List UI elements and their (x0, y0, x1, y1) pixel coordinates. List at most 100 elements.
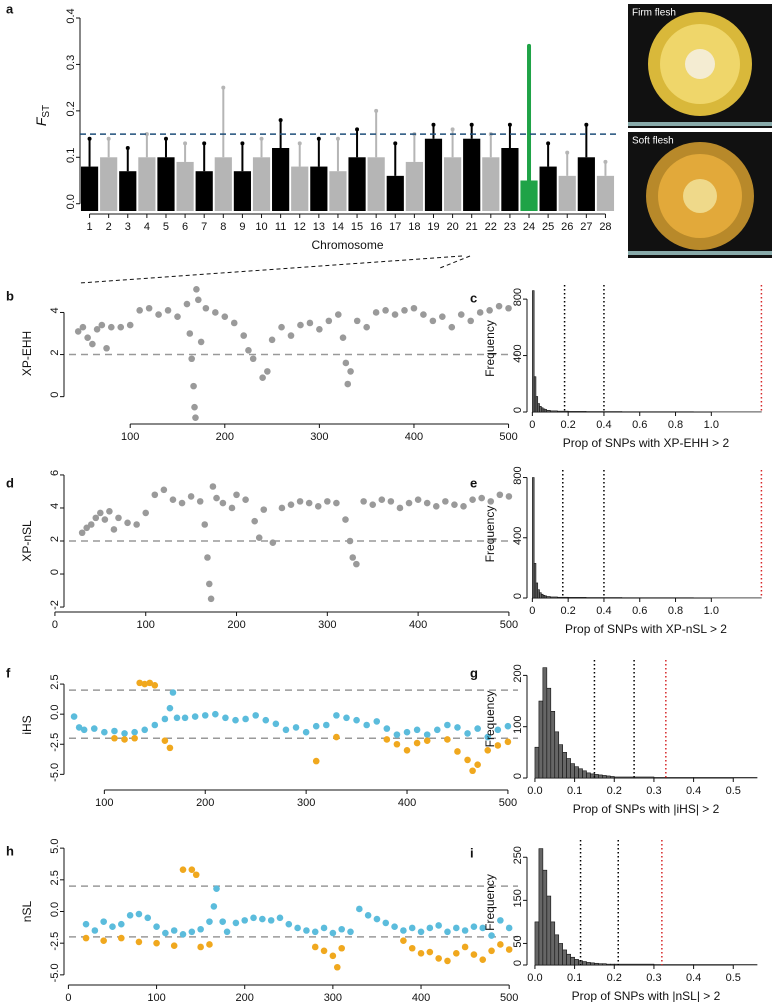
point (369, 501, 376, 508)
point (131, 729, 138, 736)
point (404, 747, 411, 754)
histogram-bar (606, 776, 610, 778)
y-tick-label: -5.0 (49, 963, 61, 982)
histogram-bar (559, 745, 563, 778)
point (418, 928, 425, 935)
point (363, 324, 370, 331)
point (373, 718, 380, 725)
y-tick-label: 0.1 (65, 148, 77, 163)
fst-cloud (176, 162, 193, 211)
x-tick-label: 400 (398, 797, 416, 809)
y-axis-label: XP-EHH (20, 331, 34, 376)
point (83, 921, 90, 928)
y-tick-label: 250 (512, 846, 524, 864)
point (505, 739, 512, 746)
fst-peak-point (527, 44, 531, 48)
x-tick-label: 8 (220, 221, 226, 233)
point (213, 495, 220, 502)
point (204, 554, 211, 561)
fst-peak-point (508, 123, 512, 127)
point (191, 404, 198, 411)
fst-peak-point (317, 137, 321, 141)
x-tick-label: 100 (121, 431, 139, 443)
y-tick-label: -5.0 (49, 763, 61, 782)
x-tick-label: 27 (580, 221, 592, 233)
point (273, 720, 280, 727)
point (285, 921, 292, 928)
point (414, 740, 421, 747)
point (152, 682, 159, 689)
point (454, 724, 461, 731)
point (388, 498, 395, 505)
x-tick-label: 100 (95, 797, 113, 809)
point (347, 928, 354, 935)
point (360, 498, 367, 505)
point (342, 516, 349, 523)
point (297, 322, 304, 329)
point (71, 713, 78, 720)
fst-peak-point (565, 151, 569, 155)
point (141, 727, 148, 734)
histogram-bar (606, 964, 610, 965)
x-tick-label: 500 (499, 431, 517, 443)
point (453, 950, 460, 957)
point (315, 503, 322, 510)
point (277, 915, 284, 922)
point (269, 337, 276, 344)
point (210, 483, 217, 490)
point (133, 521, 140, 528)
x-tick-label: 26 (561, 221, 573, 233)
x-tick-label: 200 (196, 797, 214, 809)
x-tick-label: 0.0 (527, 785, 542, 797)
x-tick-label: 400 (412, 992, 430, 1002)
y-axis-label: FST (33, 105, 52, 126)
point (144, 915, 151, 922)
point (497, 941, 504, 948)
point (333, 500, 340, 507)
y-tick-label: 0.4 (65, 8, 77, 23)
photo-label: Firm flesh (632, 8, 676, 19)
ruler (628, 122, 772, 126)
histogram-bar (543, 668, 547, 778)
point (192, 414, 199, 421)
point (442, 498, 449, 505)
fst-peak-point (107, 137, 111, 141)
fst-peak-point (298, 141, 302, 145)
point (394, 741, 401, 748)
x-tick-label: 0.4 (686, 972, 701, 984)
histogram-bar (543, 870, 547, 965)
histogram-bar (547, 410, 551, 412)
point (420, 311, 427, 318)
point (229, 505, 236, 512)
x-tick-label: 9 (239, 221, 245, 233)
panel-letter: d (6, 475, 14, 490)
point (288, 332, 295, 339)
point (400, 937, 407, 944)
point (115, 515, 122, 522)
point (474, 725, 481, 732)
point (193, 871, 200, 878)
fst-peak-point (240, 141, 244, 145)
point (197, 926, 204, 933)
point (127, 322, 134, 329)
x-tick-label: 0.5 (726, 972, 741, 984)
x-tick-label: 200 (216, 431, 234, 443)
fruit-core (683, 179, 717, 213)
point (418, 950, 425, 957)
fst-cloud (387, 176, 404, 211)
point (293, 724, 300, 731)
point (212, 711, 219, 718)
fst-cloud (138, 157, 155, 211)
point (121, 736, 128, 743)
x-tick-label: 1.0 (704, 419, 719, 431)
x-tick-label: 300 (318, 619, 336, 631)
point (294, 925, 301, 932)
point (179, 500, 186, 507)
point (444, 736, 451, 743)
histogram-bar (563, 752, 567, 778)
histogram-bar (587, 773, 591, 778)
panel-letter: c (470, 290, 477, 305)
y-tick-label: -2.5 (49, 733, 61, 752)
point (415, 496, 422, 503)
point (136, 307, 143, 314)
